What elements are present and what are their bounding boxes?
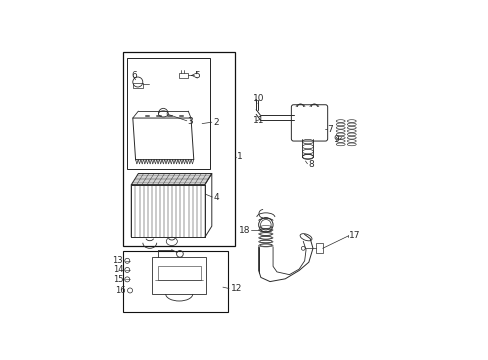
- Text: 12: 12: [230, 284, 242, 293]
- Text: 5: 5: [194, 71, 200, 80]
- Text: 16: 16: [115, 286, 125, 295]
- Text: 1: 1: [237, 152, 243, 161]
- Bar: [178, 73, 188, 78]
- Text: 3: 3: [187, 117, 193, 126]
- Bar: [152, 257, 206, 294]
- Text: 14: 14: [112, 265, 123, 274]
- Text: 8: 8: [308, 160, 314, 169]
- Bar: [158, 266, 200, 280]
- Text: 4: 4: [214, 193, 219, 202]
- Text: 17: 17: [348, 231, 360, 240]
- Bar: [133, 82, 142, 87]
- Text: 18: 18: [239, 226, 250, 235]
- Bar: [127, 58, 210, 169]
- Text: 11: 11: [252, 116, 264, 125]
- Bar: [315, 243, 322, 253]
- Text: 2: 2: [213, 118, 218, 127]
- Text: 7: 7: [327, 125, 333, 134]
- Text: 10: 10: [252, 94, 264, 103]
- Bar: [122, 51, 234, 246]
- Bar: [122, 251, 227, 312]
- Text: 6: 6: [131, 71, 137, 80]
- Text: 15: 15: [112, 275, 123, 284]
- Text: 13: 13: [112, 256, 123, 265]
- Text: 9: 9: [332, 135, 338, 144]
